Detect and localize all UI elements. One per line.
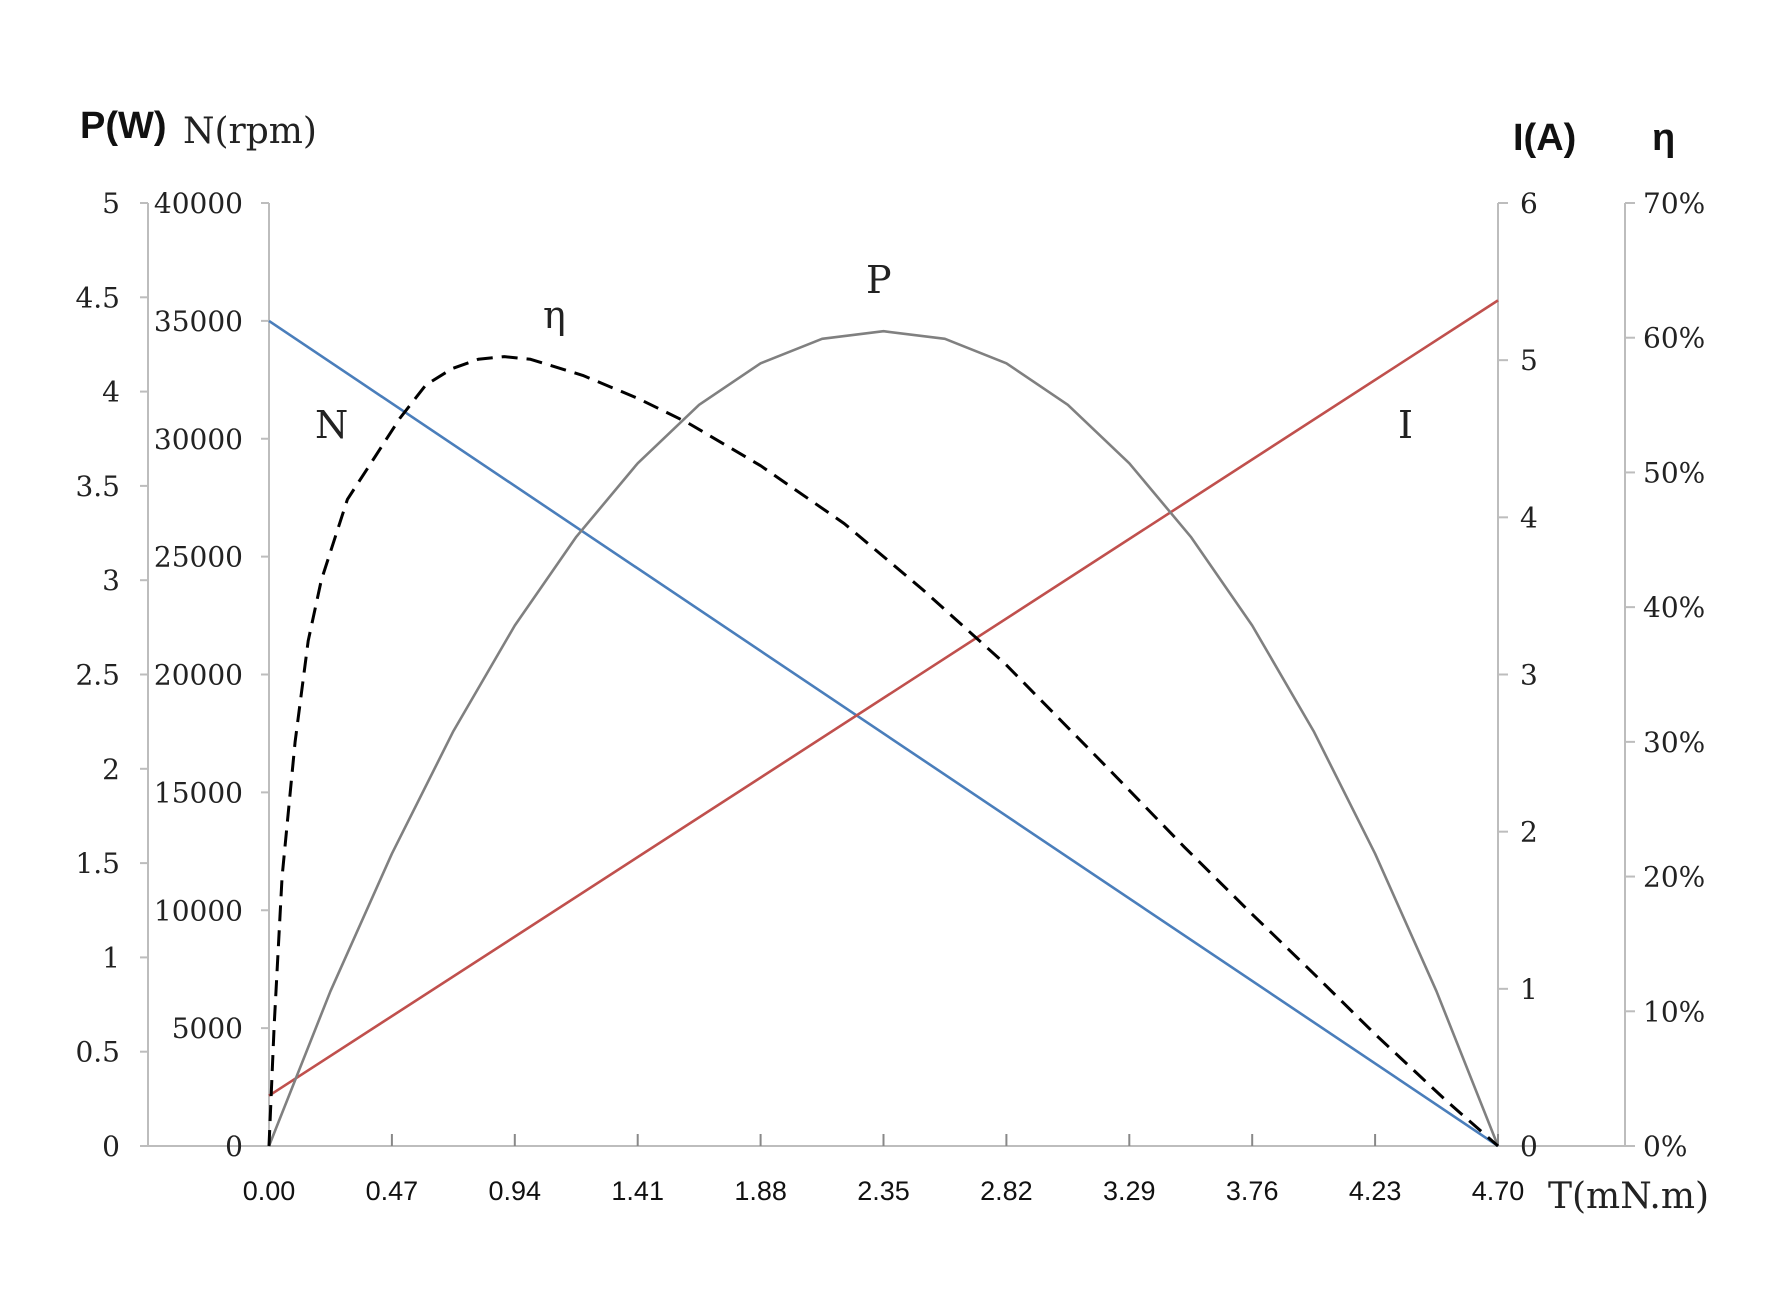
x-axis-tick-label: 0.94 [489,1176,542,1206]
torque-axis-title: T(mN.m) [1548,1176,1709,1217]
x-axis-tick-label: 2.35 [857,1176,910,1206]
efficiency-axis-tick-label: 60% [1643,322,1705,355]
series-group [267,299,1500,1148]
x-axis-tick-label: 3.29 [1103,1176,1156,1206]
power-axis-title: P(W) [80,105,167,147]
current-axis-title: I(A) [1513,117,1576,159]
power-axis-tick-label: 0.5 [75,1036,120,1069]
x-axis-tick-label: 4.23 [1349,1176,1402,1206]
efficiency-axis-tick-label: 20% [1643,861,1705,894]
x-axis-tick-label: 3.76 [1226,1176,1279,1206]
curve-label-n: N [315,403,348,447]
x-axis-tick-label: 1.41 [611,1176,664,1206]
power-axis-tick-label: 1.5 [75,847,120,880]
power-axis-tick-label: 5 [102,187,120,220]
speed-axis-title: N(rpm) [183,111,317,152]
speed-axis-tick-label: 30000 [154,423,243,456]
power-axis-tick-label: 2.5 [75,659,120,692]
axes-group: 0 0.5 1 1.5 2 2.5 3 3.5 4 4.5 5 0 5000 10000 15000 2000… [75,187,1705,1206]
x-axis-tick-label: 1.88 [734,1176,787,1206]
current-axis-tick-label: 3 [1520,659,1538,692]
speed-axis-tick-label: 5000 [172,1012,243,1045]
speed-axis-tick-label: 15000 [154,776,243,809]
speed-axis-tick-label: 0 [225,1130,243,1163]
power-axis-tick-label: 2 [102,753,120,786]
curve-label-i: I [1398,403,1413,447]
power-axis-tick-label: 3.5 [75,470,120,503]
speed-axis-tick-label: 40000 [154,187,243,220]
efficiency-axis-tick-label: 70% [1643,187,1705,220]
x-axis-tick-label: 0.00 [243,1176,296,1206]
efficiency-axis-tick-label: 10% [1643,995,1705,1028]
speed-axis-tick-label: 35000 [154,305,243,338]
curve-label-efficiency: η [543,293,566,337]
series-p-curve [267,329,1500,1147]
power-axis-tick-label: 0 [102,1130,120,1163]
speed-axis-tick-label: 20000 [154,659,243,692]
labels-group: P(W) N(rpm) I(A) η T(mN.m) N η P I [80,105,1709,1217]
efficiency-axis-tick-label: 30% [1643,726,1705,759]
power-axis-tick-label: 1 [102,941,120,974]
x-axis-tick-label: 2.82 [980,1176,1033,1206]
efficiency-axis-tick-label: 40% [1643,591,1705,624]
series-efficiency-curve [267,355,1499,1148]
power-axis-tick-label: 4 [102,376,120,409]
speed-axis-tick-label: 10000 [154,894,243,927]
speed-axis-tick-label: 25000 [154,541,243,574]
curve-label-p: P [866,258,892,302]
current-axis-tick-label: 6 [1520,187,1538,220]
current-axis-tick-label: 2 [1520,816,1538,849]
efficiency-axis-tick-label: 50% [1643,456,1705,489]
x-axis-tick-label: 0.47 [366,1176,419,1206]
efficiency-axis-title: η [1652,117,1675,159]
current-axis-tick-label: 0 [1520,1130,1538,1163]
power-axis-tick-label: 3 [102,564,120,597]
series-i-curve [268,299,1499,1097]
efficiency-axis-tick-label: 0% [1643,1130,1687,1163]
power-axis-tick-label: 4.5 [75,281,120,314]
series-n-curve [268,319,1499,1148]
current-axis-tick-label: 5 [1520,344,1538,377]
current-axis-tick-label: 4 [1520,501,1538,534]
x-axis-tick-label: 4.70 [1472,1176,1525,1206]
current-axis-tick-label: 1 [1520,973,1538,1006]
